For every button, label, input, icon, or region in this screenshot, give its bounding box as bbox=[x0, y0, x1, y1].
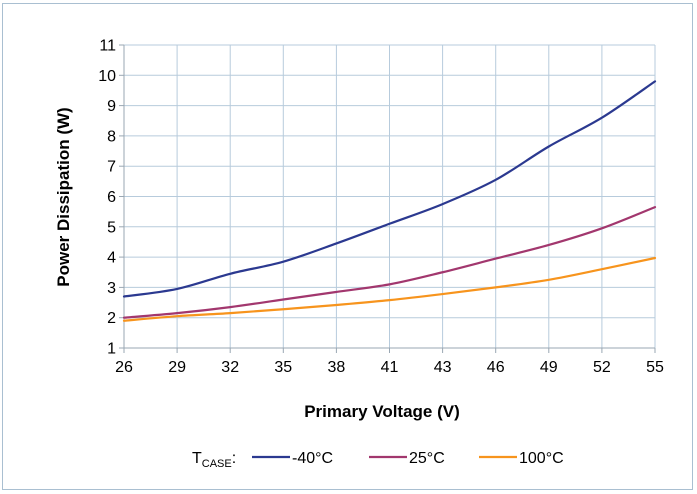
legend-label-2: 25°C bbox=[409, 450, 445, 467]
legend-title-sub: CASE bbox=[202, 458, 232, 470]
x-tick-label: 52 bbox=[593, 359, 611, 376]
y-tick-label: 10 bbox=[98, 68, 116, 85]
y-axis-title: Power Dissipation (W) bbox=[54, 107, 73, 286]
grid-lines bbox=[123, 44, 656, 349]
y-tick-label: 5 bbox=[107, 219, 116, 236]
axes bbox=[119, 44, 656, 353]
series-line-1 bbox=[122, 80, 657, 298]
legend-title-main: T bbox=[192, 450, 202, 467]
y-tick-label: 3 bbox=[107, 280, 116, 297]
legend-label-1: -40°C bbox=[292, 450, 333, 467]
chart-frame bbox=[2, 3, 693, 490]
x-axis-title: Primary Voltage (V) bbox=[304, 402, 460, 421]
x-tick-label: 26 bbox=[115, 359, 133, 376]
x-tick-label: 46 bbox=[487, 359, 505, 376]
legend-title-suffix: : bbox=[232, 450, 236, 467]
x-tick-label: 38 bbox=[328, 359, 346, 376]
x-tick-label: 55 bbox=[646, 359, 664, 376]
x-tick-label: 29 bbox=[168, 359, 186, 376]
y-tick-label: 2 bbox=[107, 310, 116, 327]
y-tick-label: 8 bbox=[107, 128, 116, 145]
x-tick-label: 32 bbox=[221, 359, 239, 376]
legend-title: TCASE: bbox=[192, 450, 236, 470]
y-tick-label: 9 bbox=[107, 98, 116, 115]
legend: TCASE: -40°C 25°C 100°C bbox=[192, 450, 564, 470]
y-tick-label: 4 bbox=[107, 250, 116, 267]
legend-label-3: 100°C bbox=[519, 450, 564, 467]
y-tick-label: 7 bbox=[107, 159, 116, 176]
x-tick-label: 41 bbox=[381, 359, 399, 376]
series-line-3 bbox=[122, 256, 657, 322]
y-tick-labels: 1 2 3 4 5 6 7 8 9 10 11 bbox=[98, 38, 116, 358]
x-tick-label: 49 bbox=[540, 359, 558, 376]
y-tick-label: 1 bbox=[107, 341, 116, 358]
x-tick-label: 35 bbox=[274, 359, 292, 376]
y-tick-label: 6 bbox=[107, 189, 116, 206]
series-line-2 bbox=[122, 206, 657, 319]
y-tick-label: 11 bbox=[99, 38, 116, 55]
x-tick-label: 43 bbox=[434, 359, 452, 376]
x-tick-labels: 26 29 32 35 38 41 43 46 49 52 55 bbox=[115, 359, 664, 376]
series-lines bbox=[122, 80, 657, 322]
